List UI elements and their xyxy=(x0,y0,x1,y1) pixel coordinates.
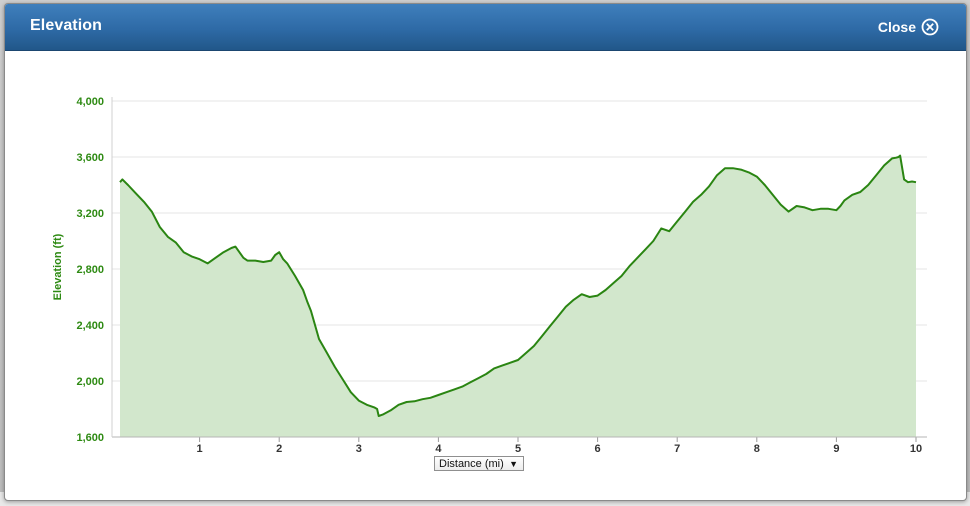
elevation-dialog: Elevation Close 1,600 2,000 2,400 2,800 3,20… xyxy=(4,3,967,501)
close-button[interactable]: Close xyxy=(878,17,939,37)
dialog-titlebar: Elevation Close xyxy=(5,4,966,51)
elevation-chart-area: 1,600 2,000 2,400 2,800 3,200 3,600 4,000 1 2 3 4… xyxy=(5,51,966,500)
elevation-line xyxy=(119,154,917,417)
x-tick-label: 9 xyxy=(833,443,839,455)
close-label: Close xyxy=(877,19,916,35)
y-tick-label: 2,800 xyxy=(76,264,104,276)
y-tick-label: 2,400 xyxy=(76,320,104,332)
unit-select-value: Distance (mi) xyxy=(439,457,504,470)
x-tick-label: 1 xyxy=(197,443,203,455)
y-tick-label: 3,600 xyxy=(76,152,104,164)
x-tick-label: 3 xyxy=(356,443,362,455)
y-axis-title: Elevation (ft) xyxy=(52,233,64,300)
y-axis-ticks: 1,600 2,000 2,400 2,800 3,200 3,600 4,000 xyxy=(76,96,104,444)
elevation-area-fill xyxy=(120,155,916,437)
x-tick-label: 8 xyxy=(754,443,760,455)
x-tick-label: 4 xyxy=(435,443,442,455)
x-axis-unit-select[interactable]: Distance (mi) ▼ xyxy=(434,456,524,471)
x-tick-label: 6 xyxy=(595,443,601,455)
chevron-down-icon: ▼ xyxy=(509,459,518,469)
y-tick-label: 2,000 xyxy=(76,376,104,388)
x-axis-ticks: 1 2 3 4 5 6 7 8 9 10 xyxy=(197,437,922,455)
y-tick-label: 4,000 xyxy=(76,96,104,108)
y-tick-label: 1,600 xyxy=(76,432,104,444)
x-tick-label: 2 xyxy=(276,443,282,455)
x-tick-label: 5 xyxy=(515,443,521,455)
x-tick-label: 7 xyxy=(674,443,680,455)
x-tick-label: 10 xyxy=(910,443,922,455)
dialog-title: Elevation xyxy=(30,17,103,34)
elevation-chart: 1,600 2,000 2,400 2,800 3,200 3,600 4,000 1 2 3 4… xyxy=(52,96,927,455)
close-icon xyxy=(921,18,939,36)
y-tick-label: 3,200 xyxy=(76,208,104,220)
